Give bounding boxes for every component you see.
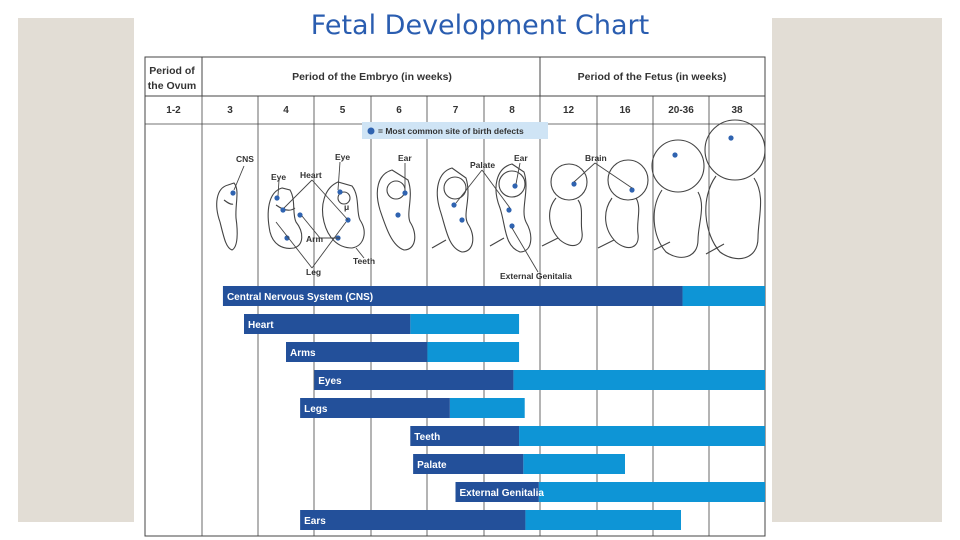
annotation-palate: Palate bbox=[470, 160, 495, 170]
fetus-week-12-illustration bbox=[541, 163, 588, 247]
week-label: 16 bbox=[619, 105, 631, 116]
bar-central-nervous-system-cns-: Central Nervous System (CNS) bbox=[222, 286, 765, 306]
bar-arms: Arms bbox=[286, 342, 520, 362]
bar-less-sensitive bbox=[427, 342, 520, 362]
bar-external-genitalia: External Genitalia bbox=[455, 482, 765, 502]
bar-less-sensitive bbox=[538, 482, 765, 502]
bar-highly-sensitive bbox=[244, 314, 411, 334]
annotation-leg: Leg bbox=[306, 267, 321, 277]
bar-label: Teeth bbox=[414, 432, 440, 443]
embryo-week-7-illustration bbox=[431, 167, 474, 253]
week-labels: 1-2 3 4 5 6 7 8 12 16 20-36 38 bbox=[166, 105, 743, 116]
bar-less-sensitive bbox=[523, 454, 625, 474]
week-label: 8 bbox=[509, 105, 515, 116]
embryo-period-header: Period of the Embryo (in weeks) bbox=[292, 71, 452, 83]
annotation-eye-2: Eye bbox=[335, 152, 350, 162]
legend-text: = Most common site of birth defects bbox=[378, 126, 524, 136]
annotation-cns: CNS bbox=[236, 154, 254, 164]
bar-label: Heart bbox=[248, 320, 274, 331]
embryo-week-5-illustration bbox=[321, 181, 365, 249]
ovum-header-line2: the Ovum bbox=[148, 80, 196, 92]
fetus-week-20-36-illustration bbox=[651, 139, 705, 258]
annotation-brain: Brain bbox=[585, 153, 607, 163]
week-label: 3 bbox=[227, 105, 233, 116]
bar-highly-sensitive bbox=[314, 370, 514, 390]
embryo-week-8-illustration bbox=[489, 163, 532, 253]
bar-less-sensitive bbox=[410, 314, 520, 334]
embryo-illustrations bbox=[216, 119, 766, 260]
annotation-teeth: Teeth bbox=[353, 256, 375, 266]
development-bars: Central Nervous System (CNS) Heart Arms Eye… bbox=[222, 286, 765, 530]
embryo-week-3-illustration bbox=[216, 182, 238, 251]
bar-highly-sensitive bbox=[222, 286, 683, 306]
annotation-arm: Arm bbox=[306, 234, 323, 244]
annotation-leaders bbox=[233, 161, 633, 273]
bar-less-sensitive bbox=[519, 426, 765, 446]
embryo-week-6-illustration bbox=[376, 169, 416, 251]
bar-highly-sensitive bbox=[286, 342, 428, 362]
bar-less-sensitive bbox=[513, 370, 765, 390]
bar-highly-sensitive bbox=[300, 398, 450, 418]
week-label: 12 bbox=[563, 105, 575, 116]
bar-label: Eyes bbox=[318, 376, 342, 387]
legend-box bbox=[362, 122, 548, 139]
bar-label: Central Nervous System (CNS) bbox=[227, 292, 373, 303]
bar-less-sensitive bbox=[525, 510, 681, 530]
bar-teeth: Teeth bbox=[410, 426, 765, 446]
bar-label: Ears bbox=[304, 516, 326, 527]
annotation-mu: μ bbox=[344, 202, 349, 212]
week-label: 4 bbox=[283, 105, 289, 116]
bar-palate: Palate bbox=[413, 454, 625, 474]
bar-label: Legs bbox=[304, 404, 328, 415]
chart-sheet bbox=[134, 0, 772, 540]
annotation-ear: Ear bbox=[398, 153, 412, 163]
birth-defect-dot-icon bbox=[367, 127, 375, 135]
page-title: Fetal Development Chart bbox=[310, 10, 650, 41]
bar-highly-sensitive bbox=[300, 510, 526, 530]
bar-highly-sensitive bbox=[455, 482, 539, 502]
annotation-eye: Eye bbox=[271, 172, 286, 182]
bar-label: Palate bbox=[417, 460, 447, 471]
annotation-ear-2: Ear bbox=[514, 153, 528, 163]
bar-legs: Legs bbox=[300, 398, 525, 418]
week-label: 38 bbox=[731, 105, 743, 116]
bar-highly-sensitive bbox=[413, 454, 524, 474]
bar-less-sensitive bbox=[682, 286, 765, 306]
week-label: 1-2 bbox=[166, 105, 181, 116]
annotation-external-genitalia: External Genitalia bbox=[500, 271, 572, 281]
bar-heart: Heart bbox=[244, 314, 520, 334]
fetus-week-38-illustration bbox=[704, 119, 766, 260]
fetus-week-16-illustration bbox=[597, 159, 649, 249]
week-label: 7 bbox=[453, 105, 459, 116]
ovum-header-line1: Period of bbox=[149, 65, 195, 77]
right-background-panel bbox=[772, 18, 942, 522]
week-label: 6 bbox=[396, 105, 402, 116]
bar-ears: Ears bbox=[300, 510, 681, 530]
bar-label: Arms bbox=[290, 348, 316, 359]
week-label: 5 bbox=[340, 105, 346, 116]
embryo-week-4-illustration bbox=[267, 187, 303, 249]
annotation-heart: Heart bbox=[300, 170, 322, 180]
bar-less-sensitive bbox=[449, 398, 525, 418]
bar-eyes: Eyes bbox=[314, 370, 765, 390]
defect-site-dots bbox=[230, 135, 734, 241]
fetus-period-header: Period of the Fetus (in weeks) bbox=[578, 71, 727, 83]
bar-label: External Genitalia bbox=[460, 488, 545, 499]
left-background-panel bbox=[18, 18, 134, 522]
bar-highly-sensitive bbox=[410, 426, 520, 446]
week-label: 20-36 bbox=[668, 105, 694, 116]
